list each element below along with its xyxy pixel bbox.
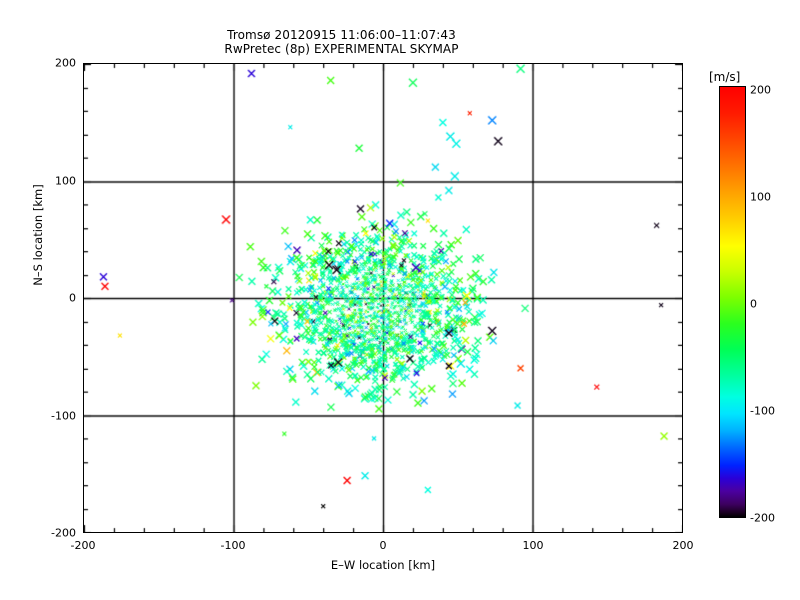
colorbar-tick-minus100: -100 bbox=[750, 404, 775, 418]
scatter-canvas bbox=[84, 64, 682, 532]
xtick-label-200: 200 bbox=[672, 539, 694, 552]
colorbar-unit-label: [m/s] bbox=[709, 70, 741, 84]
ytick-label-minus100: -100 bbox=[51, 409, 76, 422]
colorbar-tick-0: 0 bbox=[750, 297, 757, 311]
xtick-label-minus100: -100 bbox=[220, 539, 246, 552]
title-line-1: Tromsø 20120915 11:06:00–11:07:43 bbox=[227, 28, 456, 42]
xtick-label-0: 0 bbox=[379, 539, 387, 552]
title-line-2: RwPretec (8p) EXPERIMENTAL SKYMAP bbox=[224, 42, 459, 56]
x-axis-label: E–W location [km] bbox=[330, 558, 436, 572]
ytick-label-minus200: -200 bbox=[51, 526, 76, 540]
colorbar-tick-200: 200 bbox=[750, 83, 771, 97]
figure-title: Tromsø 20120915 11:06:00–11:07:43 RwPret… bbox=[0, 28, 683, 56]
colorbar-tick-minus200: -200 bbox=[750, 511, 775, 525]
ytick-label-200: 200 bbox=[55, 56, 76, 70]
ytick-label-0: 0 bbox=[69, 291, 76, 305]
colorbar-tick-100: 100 bbox=[750, 190, 771, 204]
xtick-label-minus200: -200 bbox=[70, 539, 96, 552]
colorbar-gradient bbox=[719, 86, 746, 518]
xtick-label-100: 100 bbox=[522, 539, 544, 552]
y-axis-label: N–S location [km] bbox=[31, 184, 45, 286]
colorbar bbox=[719, 86, 746, 518]
ytick-label-100: 100 bbox=[55, 174, 76, 187]
plot-area bbox=[83, 63, 683, 533]
